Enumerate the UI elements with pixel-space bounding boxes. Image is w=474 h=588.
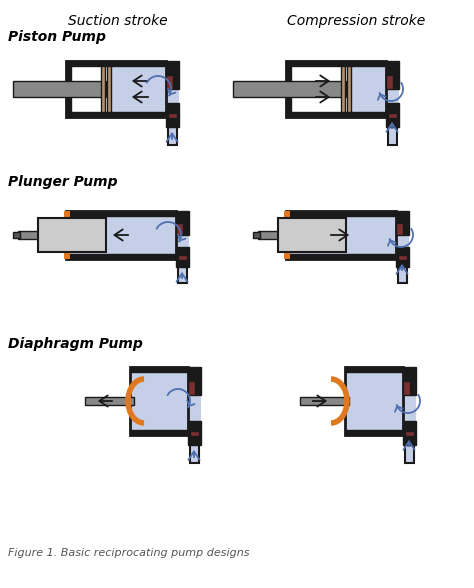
Bar [66, 211, 176, 216]
Bar [386, 117, 399, 127]
Bar [166, 117, 179, 127]
Bar [66, 216, 176, 254]
Bar [286, 254, 396, 259]
Bar [109, 66, 166, 112]
Bar [13, 81, 106, 97]
Bar [300, 397, 349, 405]
Bar [178, 255, 187, 260]
Bar [403, 435, 416, 445]
Bar [66, 112, 166, 117]
Bar [284, 211, 290, 259]
Bar [166, 103, 179, 117]
Bar [286, 211, 396, 259]
Bar [176, 223, 189, 247]
Bar [286, 112, 386, 117]
Bar [286, 216, 396, 254]
Bar [183, 223, 189, 235]
Bar [190, 445, 199, 463]
Bar [345, 367, 403, 372]
Bar [168, 127, 177, 145]
Bar [66, 61, 166, 117]
Bar [66, 61, 166, 66]
Bar [178, 267, 187, 283]
Bar [386, 75, 399, 103]
Bar [176, 259, 189, 267]
Bar [403, 381, 410, 395]
Bar [393, 75, 399, 89]
Bar [176, 211, 189, 223]
Bar [386, 61, 399, 75]
Bar [386, 103, 399, 117]
Bar [403, 367, 416, 381]
Bar [345, 430, 403, 435]
Bar [403, 421, 416, 435]
Bar [188, 367, 201, 381]
Bar [101, 66, 105, 112]
Bar [188, 421, 201, 435]
Bar [188, 381, 195, 395]
Bar [66, 211, 176, 259]
Bar [176, 247, 189, 259]
Bar [286, 61, 386, 117]
Bar [345, 372, 403, 430]
Bar [176, 223, 183, 235]
Bar [396, 259, 409, 267]
Bar [347, 66, 351, 112]
Bar [396, 223, 403, 235]
Bar [253, 232, 260, 238]
Bar [233, 81, 346, 97]
Bar [349, 66, 386, 112]
Bar [173, 75, 179, 89]
Bar [107, 66, 111, 112]
Bar [168, 113, 177, 118]
Bar [130, 367, 188, 435]
Bar [85, 397, 134, 405]
Bar [410, 381, 416, 395]
Bar [130, 430, 188, 435]
Bar [398, 267, 407, 283]
Bar [258, 231, 278, 239]
Bar [345, 367, 403, 435]
Bar [166, 75, 173, 89]
Bar [166, 75, 179, 103]
Text: Piston Pump: Piston Pump [8, 30, 106, 44]
Text: Suction stroke: Suction stroke [68, 14, 168, 28]
Bar [188, 435, 201, 445]
Bar [405, 445, 414, 463]
Bar [66, 254, 176, 259]
Bar [66, 61, 71, 117]
Bar [188, 381, 201, 421]
Bar [286, 211, 396, 216]
Bar [130, 372, 188, 430]
Bar [403, 381, 416, 421]
Bar [18, 231, 38, 239]
Bar [278, 218, 346, 252]
Bar [386, 75, 393, 89]
Bar [388, 113, 397, 118]
Bar [130, 367, 188, 372]
Bar [64, 211, 70, 259]
Bar [396, 211, 409, 223]
Bar [13, 232, 20, 238]
Bar [38, 218, 106, 252]
Bar [286, 61, 386, 66]
Bar [403, 223, 409, 235]
Bar [190, 431, 199, 436]
Bar [195, 381, 201, 395]
Bar [166, 61, 179, 75]
Bar [341, 66, 345, 112]
Bar [286, 61, 291, 117]
Text: Compression stroke: Compression stroke [287, 14, 425, 28]
Text: Figure 1. Basic reciprocating pump designs: Figure 1. Basic reciprocating pump desig… [8, 548, 249, 558]
Bar [396, 223, 409, 247]
Bar [398, 255, 407, 260]
Bar [388, 127, 397, 145]
Text: Plunger Pump: Plunger Pump [8, 175, 118, 189]
Bar [396, 247, 409, 259]
Bar [405, 431, 414, 436]
Text: Diaphragm Pump: Diaphragm Pump [8, 337, 143, 351]
